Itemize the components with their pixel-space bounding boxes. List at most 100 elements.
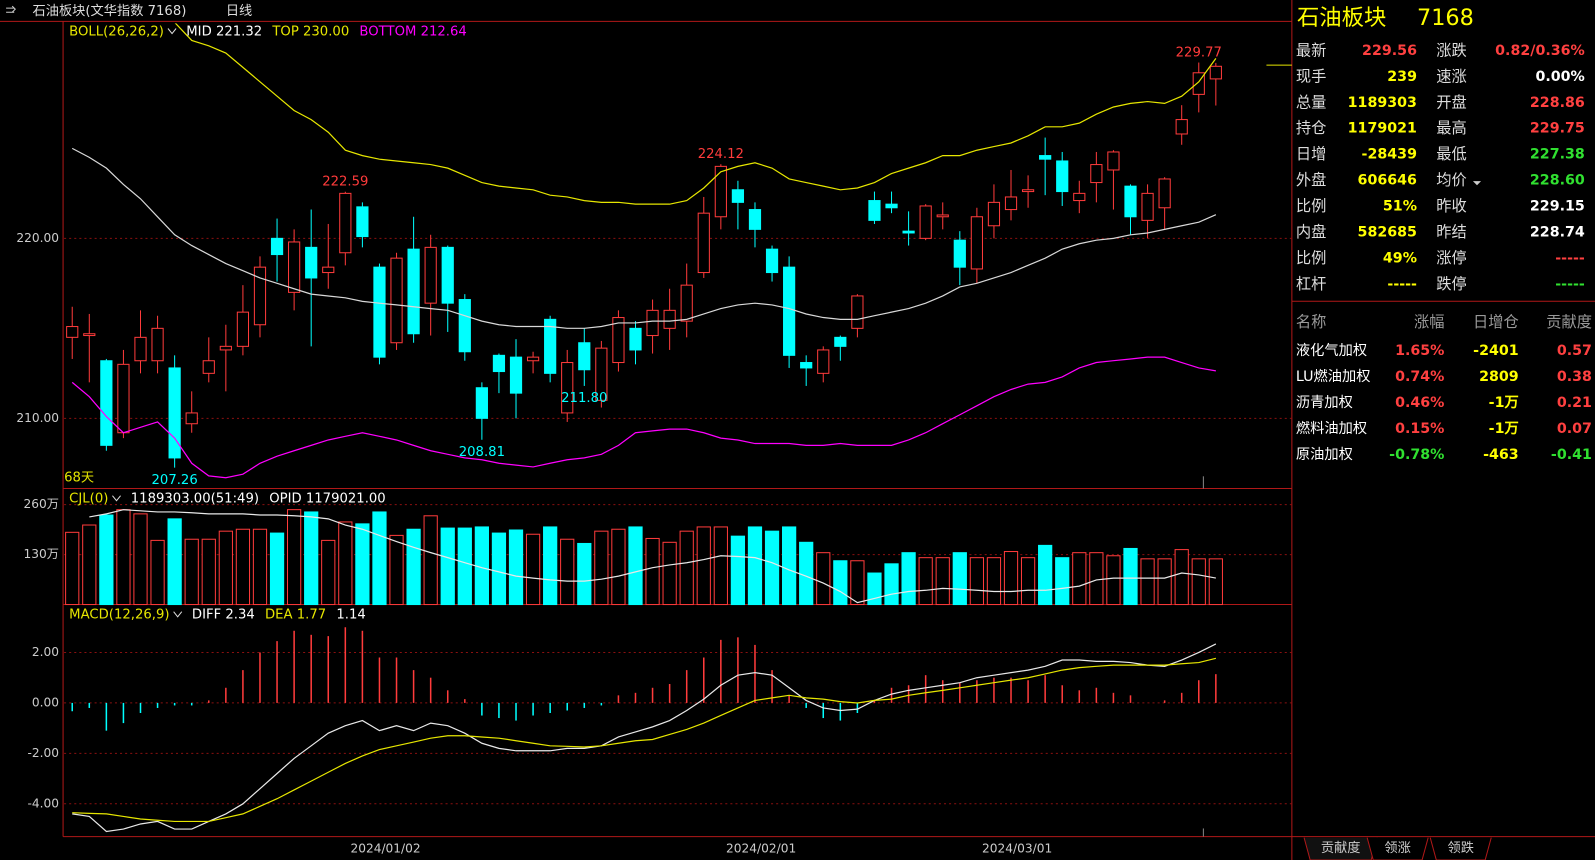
quote-value: ----- [1387, 276, 1417, 292]
table-cell: 0.74% [1395, 369, 1444, 385]
quote-label: 最新 [1296, 41, 1326, 59]
table-cell: 沥青加权 [1296, 394, 1353, 411]
quote-value: 0.00% [1535, 69, 1584, 85]
candle-body [305, 246, 318, 279]
candle-body [185, 412, 198, 425]
indicator-line [89, 509, 1216, 604]
volume-bar [679, 530, 694, 606]
legend-label: DEA 1.77 [265, 608, 326, 623]
candle-body [612, 317, 625, 364]
tab[interactable] [1429, 837, 1492, 860]
candle-body [117, 363, 130, 434]
volume-bar [457, 527, 472, 606]
quote-label: 外盘 [1296, 171, 1326, 189]
x-tick-label: 2024/02/01 [726, 841, 796, 855]
table-cell: 0.46% [1395, 395, 1444, 411]
volume-bar [560, 538, 575, 606]
indicator-line [72, 643, 1217, 833]
quote-value: 1179021 [1348, 121, 1417, 137]
candle-body [970, 216, 983, 270]
table-header: 日增仓 [1473, 313, 1519, 331]
quote-label: 最低 [1436, 145, 1466, 163]
volume-bar [935, 557, 950, 606]
candle-body [800, 362, 813, 369]
quote-label: 开盘 [1436, 93, 1466, 111]
candle-body [1039, 155, 1052, 160]
volume-bar [525, 533, 541, 606]
legend-label: BOTTOM 212.64 [359, 25, 466, 40]
volume-bar [1089, 552, 1104, 606]
candle-body [834, 336, 847, 347]
quote-label: 速涨 [1436, 67, 1466, 85]
candle-body [1073, 192, 1086, 202]
candle-body [578, 342, 591, 371]
volume-bar [65, 531, 80, 606]
dropdown-chevron[interactable] [112, 495, 121, 502]
candle-body [714, 165, 727, 218]
table-cell: 燃料油加权 [1296, 419, 1367, 437]
volume-bar [218, 530, 233, 606]
volume-bar [1055, 557, 1070, 606]
tab-label[interactable]: 领涨 [1384, 840, 1410, 856]
candle-body [748, 209, 762, 230]
tab-label[interactable]: 领跌 [1448, 840, 1474, 856]
volume-bar [1208, 558, 1223, 606]
quote-label: 昨结 [1436, 223, 1466, 241]
table-cell: -0.41 [1551, 447, 1592, 463]
y-tick-label: 2.00 [32, 645, 59, 659]
quote-code: 7168 [1417, 5, 1474, 31]
quote-value: 0.82/0.36% [1495, 43, 1585, 59]
table-cell: 液化气加权 [1296, 342, 1367, 359]
candle-body [356, 206, 369, 238]
candle-body [1004, 196, 1018, 211]
candle-body [339, 192, 352, 254]
dropdown-chevron[interactable] [173, 611, 183, 618]
candle-body [1056, 160, 1069, 193]
volume-bar [662, 541, 677, 606]
table-header: 涨幅 [1414, 313, 1444, 331]
volume-bar [184, 538, 199, 606]
quote-label: 涨跌 [1436, 41, 1466, 59]
tab-label[interactable]: 贡献度 [1321, 840, 1361, 856]
period-selector[interactable]: 日线 [226, 3, 252, 19]
volume-bar [850, 560, 865, 606]
table-header: 名称 [1296, 313, 1326, 331]
quote-value: -28439 [1362, 147, 1417, 163]
candle-body [902, 230, 915, 234]
quote-label: 比例 [1296, 197, 1326, 215]
volume-bar [338, 521, 353, 606]
candle-body [1175, 119, 1188, 135]
candle-body [544, 318, 557, 374]
candle-body [322, 266, 335, 274]
quote-value: 49% [1383, 251, 1417, 267]
quote-label: 昨收 [1436, 197, 1466, 215]
volume-bar [543, 526, 558, 606]
candle-body [83, 333, 96, 337]
dropdown-chevron[interactable] [167, 28, 177, 35]
candle-body [219, 345, 232, 351]
volume-bar [1174, 549, 1189, 606]
table-cell: -2401 [1473, 343, 1519, 359]
candle-body [919, 205, 932, 239]
tab[interactable] [1366, 837, 1429, 860]
table-cell: 0.15% [1395, 421, 1444, 437]
volume-bar [1072, 552, 1087, 606]
volume-bar [372, 511, 387, 606]
legend-label: MACD(12,26,9) [69, 608, 169, 623]
quote-label: 现手 [1296, 67, 1326, 85]
table-cell: 1.65% [1395, 343, 1444, 359]
volume-bar [99, 514, 114, 606]
quote-value: 228.86 [1530, 95, 1585, 111]
table-cell: -463 [1483, 447, 1519, 463]
volume-bar [116, 509, 131, 606]
indicator-line [174, 23, 1217, 205]
candle-body [851, 295, 864, 329]
quote-value: 227.38 [1530, 147, 1585, 163]
volume-bar [235, 528, 251, 606]
legend-label: 1189303.00(51:49) [131, 492, 259, 507]
candle-body [458, 299, 471, 353]
volume-bar [867, 572, 882, 606]
volume-bar [764, 530, 780, 606]
